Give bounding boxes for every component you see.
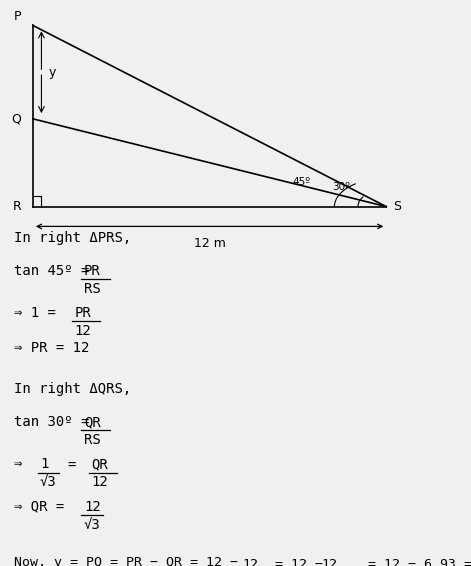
Text: Q: Q bbox=[11, 113, 21, 125]
Text: 30º: 30º bbox=[333, 182, 350, 192]
Text: √3: √3 bbox=[84, 518, 101, 532]
Text: S: S bbox=[393, 200, 401, 213]
Text: tan 45º =: tan 45º = bbox=[14, 264, 98, 278]
Text: QR: QR bbox=[84, 415, 101, 429]
Text: 1: 1 bbox=[40, 457, 49, 471]
Text: QR: QR bbox=[91, 457, 108, 471]
Text: P: P bbox=[14, 10, 21, 23]
Text: In right ΔQRS,: In right ΔQRS, bbox=[14, 382, 131, 396]
Text: R: R bbox=[12, 200, 21, 213]
Text: y: y bbox=[49, 66, 56, 79]
Text: 12: 12 bbox=[321, 558, 337, 566]
Text: PR: PR bbox=[84, 264, 101, 278]
Text: RS: RS bbox=[84, 433, 101, 447]
Text: ⇒: ⇒ bbox=[14, 457, 31, 471]
Text: 45º: 45º bbox=[292, 177, 310, 187]
Text: tan 30º =: tan 30º = bbox=[14, 415, 98, 429]
Text: ⇒ 1 =: ⇒ 1 = bbox=[14, 306, 65, 320]
Text: √3: √3 bbox=[40, 475, 57, 490]
Text: 12: 12 bbox=[91, 475, 108, 490]
Text: =: = bbox=[68, 458, 85, 472]
Text: ⇒ QR =: ⇒ QR = bbox=[14, 500, 73, 514]
Text: = 12 −: = 12 − bbox=[267, 558, 331, 566]
Text: ⇒ PR = 12: ⇒ PR = 12 bbox=[14, 341, 89, 355]
Text: 12 m: 12 m bbox=[194, 237, 226, 250]
Text: In right ΔPRS,: In right ΔPRS, bbox=[14, 231, 131, 245]
Text: 12: 12 bbox=[84, 500, 101, 514]
Text: RS: RS bbox=[84, 282, 101, 296]
Text: = 12 − 6.93 = 5.07: = 12 − 6.93 = 5.07 bbox=[360, 558, 471, 566]
Text: 12: 12 bbox=[74, 324, 91, 338]
Text: Now, y = PQ = PR − QR = 12 −: Now, y = PQ = PR − QR = 12 − bbox=[14, 556, 246, 566]
Text: 12: 12 bbox=[243, 558, 259, 566]
Text: PR: PR bbox=[74, 306, 91, 320]
